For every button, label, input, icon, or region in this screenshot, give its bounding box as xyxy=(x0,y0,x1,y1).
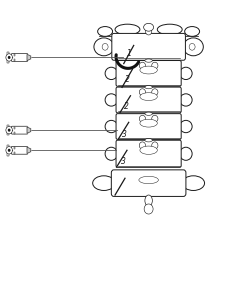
Ellipse shape xyxy=(180,147,192,160)
Ellipse shape xyxy=(94,38,114,56)
Circle shape xyxy=(144,204,153,214)
Ellipse shape xyxy=(185,27,200,36)
Polygon shape xyxy=(27,147,31,153)
FancyBboxPatch shape xyxy=(12,126,28,134)
Ellipse shape xyxy=(93,176,115,191)
FancyBboxPatch shape xyxy=(12,146,28,154)
Ellipse shape xyxy=(139,142,145,149)
Bar xyxy=(14,54,15,56)
Circle shape xyxy=(6,126,12,134)
Ellipse shape xyxy=(139,62,145,69)
Ellipse shape xyxy=(145,195,152,206)
Bar xyxy=(7,52,9,63)
Ellipse shape xyxy=(140,93,157,101)
Circle shape xyxy=(8,129,10,132)
Ellipse shape xyxy=(105,120,118,133)
Circle shape xyxy=(189,44,195,50)
Ellipse shape xyxy=(139,89,145,96)
Polygon shape xyxy=(27,55,31,60)
Ellipse shape xyxy=(140,66,157,74)
Ellipse shape xyxy=(152,62,158,69)
Ellipse shape xyxy=(98,27,112,36)
Circle shape xyxy=(8,149,10,152)
Ellipse shape xyxy=(146,28,152,35)
Ellipse shape xyxy=(105,147,118,160)
Bar xyxy=(7,145,9,155)
Ellipse shape xyxy=(152,142,158,149)
Text: 2: 2 xyxy=(125,75,130,84)
FancyBboxPatch shape xyxy=(112,33,186,60)
Ellipse shape xyxy=(140,119,157,127)
Ellipse shape xyxy=(182,176,204,191)
Text: 3: 3 xyxy=(122,130,127,139)
Ellipse shape xyxy=(180,120,192,133)
Text: 2: 2 xyxy=(124,103,129,112)
Ellipse shape xyxy=(139,115,145,122)
Text: 1: 1 xyxy=(126,49,131,58)
Ellipse shape xyxy=(115,24,140,35)
Circle shape xyxy=(8,56,10,59)
Bar xyxy=(14,127,15,129)
Polygon shape xyxy=(27,127,31,133)
Ellipse shape xyxy=(180,94,192,106)
FancyBboxPatch shape xyxy=(116,114,181,139)
Ellipse shape xyxy=(145,85,152,89)
Ellipse shape xyxy=(105,67,118,80)
Text: 3: 3 xyxy=(120,157,126,166)
Ellipse shape xyxy=(180,67,192,80)
Ellipse shape xyxy=(139,176,158,184)
FancyBboxPatch shape xyxy=(12,54,28,61)
Ellipse shape xyxy=(145,139,152,142)
Bar xyxy=(14,152,15,154)
Ellipse shape xyxy=(105,94,118,106)
Bar xyxy=(7,125,9,135)
Ellipse shape xyxy=(145,59,152,62)
Bar xyxy=(14,132,15,133)
Ellipse shape xyxy=(157,24,182,35)
FancyBboxPatch shape xyxy=(116,140,181,167)
FancyBboxPatch shape xyxy=(116,60,181,86)
Ellipse shape xyxy=(145,112,152,115)
Circle shape xyxy=(6,54,12,61)
Circle shape xyxy=(6,147,12,154)
Ellipse shape xyxy=(152,89,158,96)
FancyBboxPatch shape xyxy=(111,170,186,196)
Bar xyxy=(14,59,15,61)
Ellipse shape xyxy=(140,146,157,154)
Bar xyxy=(14,147,15,149)
FancyBboxPatch shape xyxy=(116,87,181,113)
Ellipse shape xyxy=(152,115,158,122)
Circle shape xyxy=(102,44,108,50)
Ellipse shape xyxy=(144,23,154,31)
Ellipse shape xyxy=(184,38,203,56)
